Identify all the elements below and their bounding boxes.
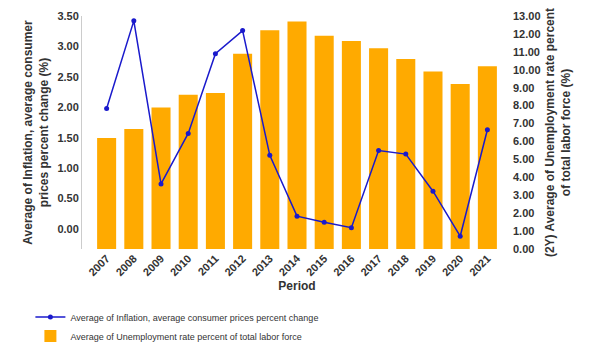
svg-text:Average of Inflation, average: Average of Inflation, average consumerpr… (21, 20, 51, 245)
svg-text:13.00: 13.00 (513, 10, 541, 22)
svg-text:2.00: 2.00 (513, 207, 534, 219)
svg-text:2016: 2016 (331, 252, 357, 278)
svg-text:2021: 2021 (467, 252, 493, 278)
svg-text:2010: 2010 (168, 252, 194, 278)
svg-text:Average of Unemployment rate p: Average of Unemployment rate percent of … (70, 332, 301, 342)
svg-text:Average of Inflation, average: Average of Inflation, average consumer p… (70, 313, 318, 323)
svg-text:0.00: 0.00 (513, 243, 534, 255)
svg-text:2015: 2015 (304, 252, 330, 278)
svg-text:2.50: 2.50 (57, 71, 78, 83)
svg-text:2013: 2013 (249, 252, 275, 278)
svg-text:6.00: 6.00 (513, 135, 534, 147)
svg-text:5.00: 5.00 (513, 153, 534, 165)
svg-text:4.00: 4.00 (513, 171, 534, 183)
svg-text:2011: 2011 (195, 252, 220, 277)
svg-text:2012: 2012 (222, 252, 248, 278)
svg-text:3.00: 3.00 (57, 40, 78, 52)
svg-text:11.00: 11.00 (513, 46, 540, 58)
svg-text:2020: 2020 (440, 252, 466, 278)
svg-text:2017: 2017 (358, 252, 384, 278)
svg-text:2014: 2014 (277, 252, 303, 278)
svg-text:8.00: 8.00 (513, 99, 534, 111)
svg-text:0.50: 0.50 (57, 192, 78, 204)
svg-text:3.50: 3.50 (57, 10, 78, 22)
svg-text:1.00: 1.00 (57, 162, 78, 174)
svg-text:2.00: 2.00 (57, 101, 78, 113)
svg-text:10.00: 10.00 (513, 64, 541, 76)
svg-text:7.00: 7.00 (513, 117, 534, 129)
svg-text:2009: 2009 (141, 252, 167, 278)
svg-text:Period: Period (278, 279, 315, 293)
svg-text:1.50: 1.50 (57, 132, 78, 144)
svg-text:12.00: 12.00 (513, 28, 541, 40)
svg-text:2008: 2008 (113, 252, 139, 278)
svg-text:2007: 2007 (86, 252, 112, 278)
svg-text:1.00: 1.00 (513, 225, 534, 237)
svg-text:9.00: 9.00 (513, 82, 534, 94)
svg-text:0.00: 0.00 (57, 223, 78, 235)
svg-text:2019: 2019 (412, 252, 438, 278)
svg-text:3.00: 3.00 (513, 189, 534, 201)
svg-text:(2Y) Average of Unemployment r: (2Y) Average of Unemployment rate percen… (543, 8, 573, 257)
svg-text:2018: 2018 (385, 252, 411, 278)
